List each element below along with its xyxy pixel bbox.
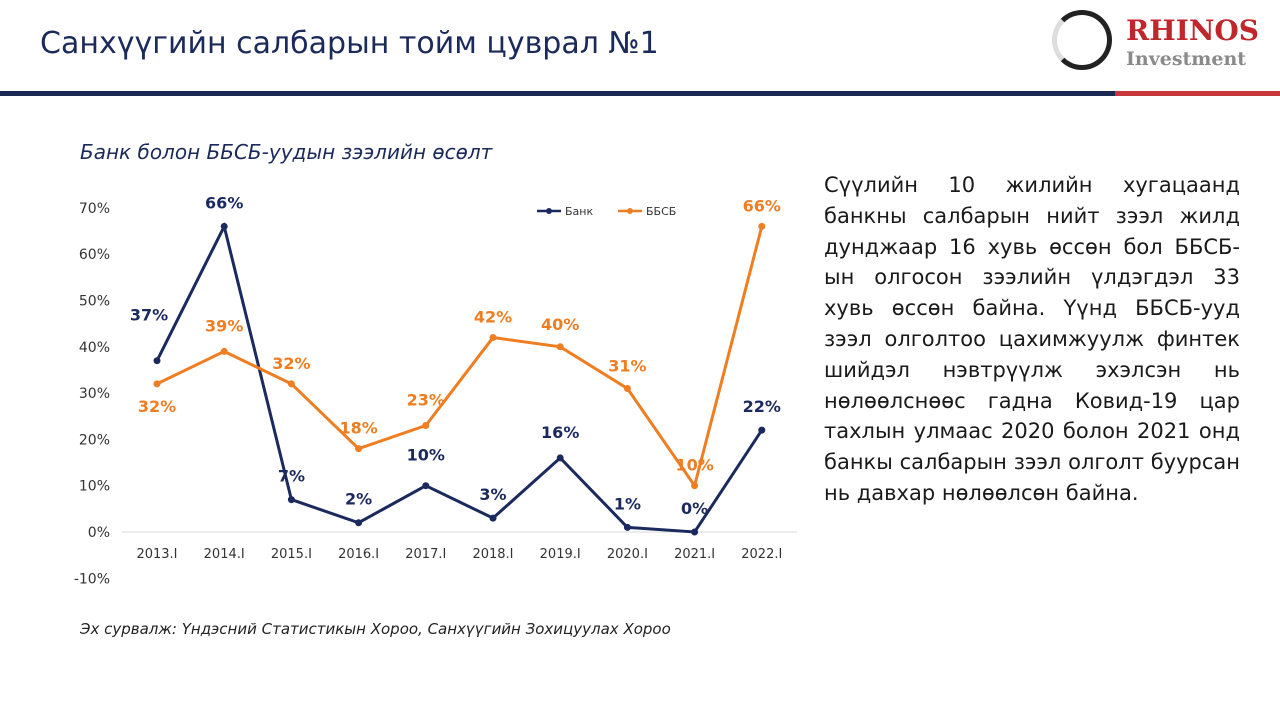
header-divider-red <box>1115 91 1280 96</box>
logo-brand: RHINOS <box>1126 14 1260 47</box>
data-label: 32% <box>138 397 176 416</box>
data-label: 37% <box>130 306 168 325</box>
data-point <box>556 454 564 462</box>
data-label: 1% <box>614 494 641 513</box>
data-point <box>355 519 363 527</box>
data-point <box>556 343 564 351</box>
x-tick-label: 2018.I <box>472 547 513 562</box>
data-point <box>153 357 161 365</box>
chart-title: Банк болон ББСБ-уудын зээлийн өсөлт <box>80 140 493 164</box>
data-label: 2% <box>345 490 372 509</box>
legend-marker <box>546 208 552 214</box>
data-label: 10% <box>675 456 713 475</box>
x-tick-label: 2014.I <box>204 547 245 562</box>
x-tick-label: 2016.I <box>338 547 379 562</box>
data-point <box>422 422 430 430</box>
data-point <box>287 380 295 388</box>
data-label: 66% <box>743 196 781 215</box>
legend-marker <box>627 208 633 214</box>
x-tick-label: 2022.I <box>741 547 782 562</box>
data-label: 40% <box>541 315 579 334</box>
x-tick-label: 2017.I <box>405 547 446 562</box>
series-line-nbfi <box>156 226 764 490</box>
data-label: 42% <box>474 308 512 327</box>
y-tick-label: 10% <box>79 479 110 495</box>
legend-label: ББСБ <box>646 205 676 218</box>
data-label: 23% <box>407 391 445 410</box>
data-point <box>691 482 699 490</box>
description-paragraph: Сүүлийн 10 жилийн хугацаанд банкны салба… <box>824 173 1240 505</box>
data-label: 3% <box>479 485 506 504</box>
page-title: Санхүүгийн салбарын тойм цуврал №1 <box>40 26 659 61</box>
legend-label: Банк <box>565 205 593 218</box>
line-chart: 70% 60% 50% 40% 30% 20% 10% 0% -10% 2013.I 2014.I 2… <box>74 193 797 587</box>
series-line-bank <box>155 222 764 534</box>
y-tick-label: 20% <box>79 432 110 448</box>
data-point <box>623 384 631 392</box>
y-tick-label: 0% <box>88 525 110 541</box>
data-label: 31% <box>608 356 646 375</box>
x-tick-label: 2015.I <box>271 547 312 562</box>
data-label: 10% <box>407 446 445 465</box>
data-label: 32% <box>272 354 310 373</box>
rhino-logo-icon <box>1052 10 1112 70</box>
logo: RHINOS Investment <box>1050 8 1275 83</box>
data-point <box>691 528 699 536</box>
y-tick-label: 40% <box>79 340 110 356</box>
data-point <box>153 380 161 388</box>
data-point <box>355 445 363 453</box>
data-label: 16% <box>541 423 579 442</box>
y-tick-label: 60% <box>79 247 110 263</box>
x-tick-label: 2013.I <box>136 547 177 562</box>
logo-sub: Investment <box>1126 48 1247 70</box>
data-point <box>489 514 497 522</box>
data-point <box>220 347 228 355</box>
y-tick-label: 50% <box>79 294 110 310</box>
data-label: 0% <box>681 499 708 518</box>
x-tick-label: 2021.I <box>674 547 715 562</box>
data-point <box>489 334 497 342</box>
y-tick-label: 30% <box>79 386 110 402</box>
data-point <box>758 426 766 434</box>
data-point <box>220 222 228 230</box>
data-point <box>422 482 430 490</box>
data-label: 22% <box>743 397 781 416</box>
header-divider-blue <box>0 91 1115 96</box>
y-tick-label: -10% <box>74 571 110 587</box>
data-label: 39% <box>205 316 243 335</box>
y-tick-label: 70% <box>79 201 110 217</box>
x-tick-label: 2019.I <box>540 547 581 562</box>
x-tick-label: 2020.I <box>607 547 648 562</box>
data-label: 66% <box>205 193 243 212</box>
data-point <box>758 222 766 230</box>
source-note: Эх сурвалж: Үндэсний Статистикын Хороо, … <box>80 620 671 638</box>
data-label: 18% <box>339 419 377 438</box>
data-point <box>623 523 631 531</box>
data-label: 7% <box>278 467 305 486</box>
data-point <box>287 496 295 504</box>
